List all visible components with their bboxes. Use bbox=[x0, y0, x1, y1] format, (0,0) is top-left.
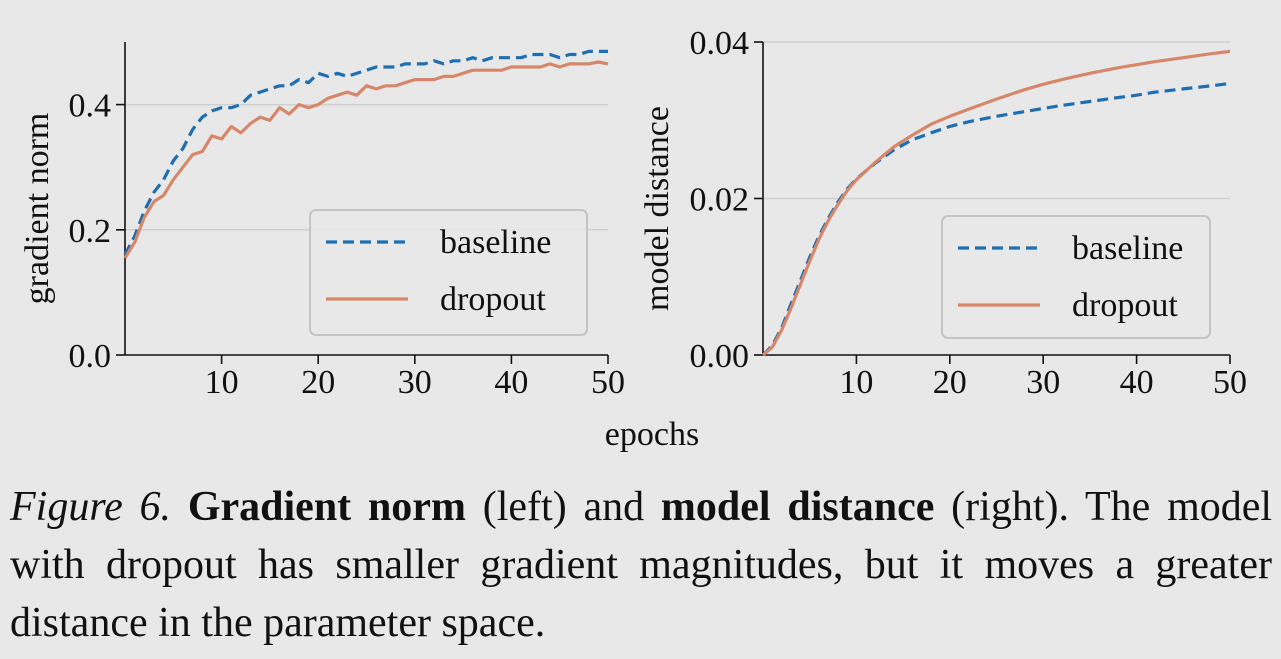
gradient-norm-plot: 0.0 0.2 0.4 10 20 30 40 50 gradient norm baseline… bbox=[19, 42, 625, 401]
figure-caption: Figure 6. Gradient norm (left) and model… bbox=[10, 478, 1272, 652]
legend-label-dropout: dropout bbox=[440, 281, 546, 318]
y-tick-label: 0.04 bbox=[690, 25, 750, 62]
x-tick-label: 20 bbox=[301, 364, 335, 401]
series-line-dropout bbox=[761, 49, 1231, 357]
caption-figure-label: Figure 6. bbox=[10, 484, 172, 530]
x-tick-label: 20 bbox=[933, 364, 967, 401]
caption-bold-gradient-norm: Gradient norm bbox=[187, 484, 466, 530]
x-tick-label: 30 bbox=[398, 364, 432, 401]
caption-bold-model-distance: model distance bbox=[660, 484, 935, 530]
x-tick-label: 40 bbox=[1120, 364, 1154, 401]
charts-canvas: 0.0 0.2 0.4 10 20 30 40 50 gradient norm baseline… bbox=[19, 25, 1247, 453]
x-tick-label: 50 bbox=[1213, 364, 1247, 401]
x-tick-label: 40 bbox=[494, 364, 528, 401]
series-line-baseline bbox=[761, 81, 1231, 357]
x-tick-label: 50 bbox=[591, 364, 625, 401]
y-tick-label: 0.2 bbox=[69, 213, 112, 250]
series-line-dropout bbox=[123, 60, 609, 259]
model-distance-plot: 0.00 0.02 0.04 10 20 30 40 50 model distance base… bbox=[639, 25, 1247, 401]
series-line-baseline bbox=[123, 49, 608, 256]
y-axis-label: model distance bbox=[639, 106, 676, 311]
y-tick-label: 0.02 bbox=[690, 182, 750, 219]
caption-text-1: (left) and bbox=[482, 484, 645, 530]
y-tick-label: 0.0 bbox=[69, 338, 112, 375]
shared-x-axis-label: epochs bbox=[605, 416, 699, 453]
legend-label-baseline: baseline bbox=[1072, 230, 1183, 267]
y-tick-label: 0.00 bbox=[690, 338, 750, 375]
caption-text-2: (right). The model with dropout has smal… bbox=[10, 484, 1273, 646]
legend-label-baseline: baseline bbox=[440, 224, 551, 261]
x-tick-label: 30 bbox=[1026, 364, 1060, 401]
legend-label-dropout: dropout bbox=[1072, 287, 1178, 324]
y-tick-label: 0.4 bbox=[69, 88, 112, 125]
y-axis-label: gradient norm bbox=[19, 113, 56, 305]
x-tick-label: 10 bbox=[839, 364, 873, 401]
x-tick-label: 10 bbox=[205, 364, 239, 401]
